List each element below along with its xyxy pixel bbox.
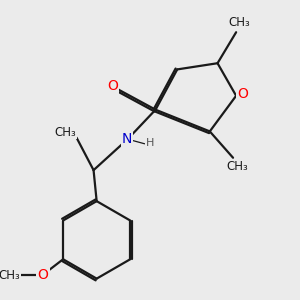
Text: O: O: [237, 87, 248, 101]
Text: H: H: [146, 138, 154, 148]
Text: N: N: [122, 131, 132, 146]
Text: O: O: [38, 268, 48, 282]
Text: CH₃: CH₃: [227, 160, 249, 173]
Text: O: O: [107, 79, 118, 93]
Text: CH₃: CH₃: [0, 269, 20, 282]
Text: CH₃: CH₃: [55, 125, 76, 139]
Text: CH₃: CH₃: [228, 16, 250, 29]
